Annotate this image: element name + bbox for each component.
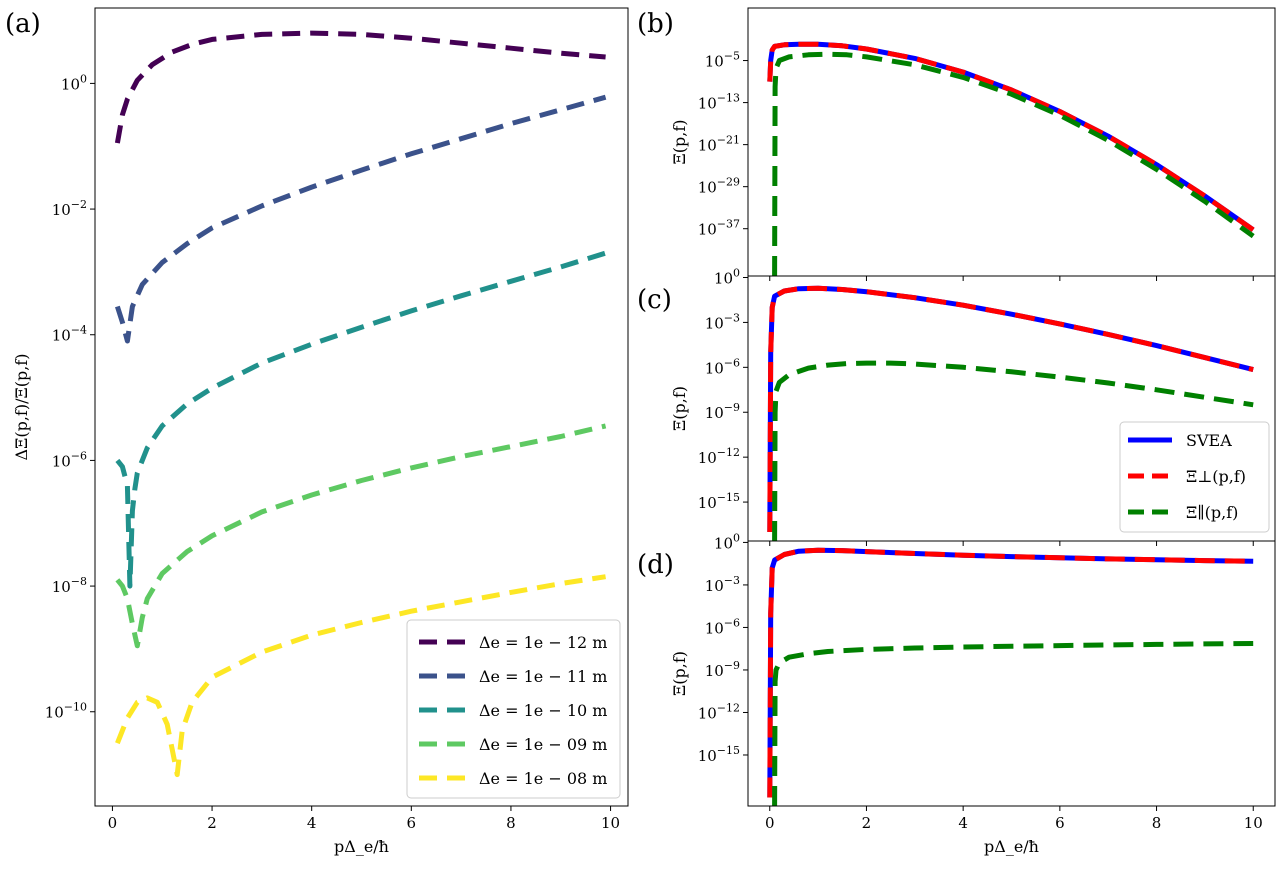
panel-label: (b) [637, 9, 674, 39]
series-line-3 [115, 423, 607, 649]
panel-d: 0 2 4 6 8 10 100 10−3 10−6 10−9 10−12 10−15 (d) Ξ(p,f… [637, 531, 1276, 856]
y-tick-label: 10−6 [52, 449, 87, 470]
legend-box [406, 619, 621, 799]
plot-area [767, 41, 1255, 276]
y-tick-label: 10−6 [705, 616, 740, 637]
y-tick-label: 10−8 [52, 575, 87, 596]
x-tick-label: 8 [506, 814, 516, 832]
y-tick-label: 10−21 [698, 134, 740, 155]
y-axis-label: ΔΞ(p,f)/Ξ(p,f) [12, 354, 31, 461]
series-line-1 [767, 41, 1255, 232]
x-axis-label: pΔ_e/ħ [984, 837, 1039, 856]
legend-entry: Δe = 1e − 10 m [479, 701, 607, 720]
x-tick-label: 10 [1244, 814, 1263, 832]
x-tick-label: 2 [207, 814, 217, 832]
series-line-1 [767, 547, 1254, 798]
y-tick-label: 10−6 [705, 356, 740, 377]
y-tick-label: 100 [714, 531, 740, 552]
series-line-2 [772, 51, 1255, 276]
y-tick-label: 10−29 [698, 176, 740, 197]
y-tick-label: 10−12 [698, 701, 740, 722]
y-tick-label: 10−15 [698, 744, 740, 765]
legend-entry: SVEA [1186, 431, 1232, 450]
series-line-0 [114, 30, 606, 144]
x-tick-label: 4 [958, 814, 968, 832]
y-tick-label: 10−4 [52, 324, 87, 345]
x-tick-label: 10 [601, 814, 620, 832]
y-axis-label: Ξ(p,f) [670, 386, 689, 431]
panel-a: 0 2 4 6 8 10 100 10−2 10−4 10−6 10−8 10−10 (a) ΔΞ(p,f… [5, 7, 629, 856]
legend: Δe = 1e − 12 m Δe = 1e − 11 m Δe = 1e − 10… [406, 619, 621, 799]
y-axis-label: Ξ(p,f) [670, 120, 689, 165]
y-axis-label: Ξ(p,f) [670, 651, 689, 696]
legend-box [1119, 421, 1270, 533]
y-tick-label: 10−2 [52, 198, 87, 219]
plot-area [767, 547, 1254, 806]
series-line-2 [115, 250, 607, 589]
panel-label: (d) [637, 550, 674, 580]
y-tick-label: 10−37 [698, 218, 740, 239]
legend-entry: Δe = 1e − 09 m [479, 735, 607, 754]
y-tick-label: 100 [714, 266, 740, 287]
legend-entry: Δe = 1e − 08 m [479, 769, 607, 788]
y-tick-label: 10−3 [705, 311, 740, 332]
series-line-0 [767, 41, 1255, 232]
y-tick-label: 10−10 [45, 701, 87, 722]
y-tick-label: 100 [61, 72, 87, 93]
plot-area [767, 285, 1254, 541]
series-line-2 [772, 360, 1254, 541]
x-tick-label: 8 [1152, 814, 1162, 832]
y-tick-label: 10−15 [698, 491, 740, 512]
y-tick-label: 10−9 [705, 659, 740, 680]
axes-frame [747, 7, 1276, 277]
y-tick-label: 10−13 [698, 92, 740, 113]
y-tick-label: 10−5 [705, 50, 740, 71]
x-tick-label: 0 [765, 814, 775, 832]
series-line-0 [767, 547, 1254, 798]
legend: SVEA Ξ⊥(p,f) Ξ∥(p,f) [1119, 421, 1270, 533]
x-tick-label: 6 [1055, 814, 1065, 832]
series-line-1 [115, 94, 607, 344]
panel-b: 10−5 10−13 10−21 10−29 10−37 (b) Ξ(p,f) [637, 7, 1276, 281]
series-line-2 [772, 641, 1254, 806]
axes-frame [747, 540, 1276, 807]
x-axis-label: pΔ_e/ħ [334, 837, 389, 856]
panel-c: 100 10−3 10−6 10−9 10−12 10−15 (c) Ξ(p,f) SVEA Ξ⊥… [637, 266, 1276, 546]
x-tick-label: 4 [307, 814, 317, 832]
legend-entry: Δe = 1e − 12 m [479, 633, 607, 652]
y-tick-label: 10−9 [705, 401, 740, 422]
x-tick-label: 2 [862, 814, 872, 832]
series-line-4 [115, 574, 606, 778]
x-tick-label: 6 [407, 814, 417, 832]
y-tick-label: 10−3 [705, 574, 740, 595]
legend-entry: Ξ∥(p,f) [1186, 503, 1238, 522]
series-line-0 [767, 285, 1254, 533]
panel-label: (c) [637, 285, 672, 315]
y-tick-label: 10−12 [698, 446, 740, 467]
axes-frame [94, 7, 629, 807]
legend-entry: Δe = 1e − 11 m [479, 667, 607, 686]
x-tick-label: 0 [108, 814, 118, 832]
legend-entry: Ξ⊥(p,f) [1186, 467, 1246, 486]
plot-area [114, 30, 607, 778]
panel-label: (a) [5, 9, 41, 39]
